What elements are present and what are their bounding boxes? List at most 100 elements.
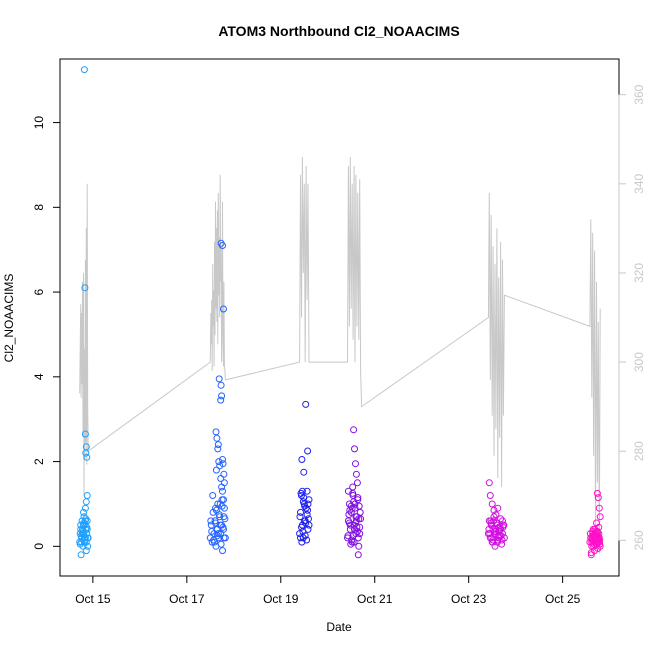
data-point bbox=[218, 502, 226, 510]
data-point bbox=[344, 487, 352, 495]
data-point bbox=[217, 396, 225, 404]
data-point bbox=[214, 530, 222, 538]
data-point bbox=[82, 515, 90, 523]
data-point bbox=[355, 515, 363, 523]
data-point bbox=[493, 538, 501, 546]
y-axis-left: 0 2 4 6 8 10 bbox=[32, 116, 61, 550]
data-point bbox=[83, 492, 91, 499]
data-point bbox=[80, 508, 87, 516]
x-tick-label: Oct 25 bbox=[545, 592, 581, 606]
data-point bbox=[76, 540, 84, 548]
data-point bbox=[495, 534, 503, 542]
data-point bbox=[211, 538, 218, 546]
data-point bbox=[214, 441, 222, 449]
y2-tick-label: 280 bbox=[632, 441, 646, 461]
data-point bbox=[298, 487, 306, 495]
data-point bbox=[80, 519, 88, 527]
data-point bbox=[345, 511, 353, 519]
data-point bbox=[595, 504, 603, 512]
data-point bbox=[81, 284, 89, 292]
y-tick-label: 0 bbox=[32, 543, 46, 550]
data-point bbox=[300, 468, 308, 476]
y-tick-label: 6 bbox=[32, 288, 46, 295]
y-axis-right: 260 280 300 320 340 360 bbox=[618, 84, 646, 550]
data-point bbox=[81, 430, 89, 438]
data-point bbox=[488, 500, 496, 508]
data-point bbox=[593, 489, 601, 497]
data-point bbox=[212, 466, 220, 474]
data-point bbox=[303, 511, 311, 519]
secondary-series-line bbox=[79, 157, 601, 554]
data-point bbox=[354, 551, 362, 559]
data-point bbox=[220, 504, 228, 512]
data-point bbox=[303, 536, 311, 544]
data-point bbox=[215, 375, 223, 383]
data-point bbox=[220, 305, 227, 313]
data-point bbox=[298, 523, 305, 531]
data-point bbox=[219, 487, 226, 495]
secondary-line-layer bbox=[79, 157, 601, 554]
data-point bbox=[209, 492, 217, 499]
data-point bbox=[351, 445, 358, 453]
data-point bbox=[83, 453, 91, 461]
data-point bbox=[593, 519, 600, 527]
data-point bbox=[493, 521, 501, 529]
data-point bbox=[219, 460, 227, 468]
data-point bbox=[219, 242, 226, 249]
data-point bbox=[302, 504, 310, 512]
data-point bbox=[220, 479, 228, 487]
data-point bbox=[220, 534, 228, 542]
data-point bbox=[304, 500, 312, 508]
data-point bbox=[497, 515, 505, 523]
data-point bbox=[349, 483, 357, 491]
data-point bbox=[216, 500, 224, 508]
data-point bbox=[217, 540, 225, 548]
data-point bbox=[219, 547, 226, 555]
y-axis-label: Cl2_NOAACIMS bbox=[2, 274, 16, 363]
data-point bbox=[344, 532, 352, 540]
data-point bbox=[302, 400, 310, 408]
data-point bbox=[352, 470, 360, 478]
data-point bbox=[305, 521, 313, 529]
data-point bbox=[350, 538, 358, 546]
data-point bbox=[587, 549, 595, 557]
data-point bbox=[215, 458, 223, 466]
y-tick-label: 2 bbox=[32, 458, 46, 465]
data-point bbox=[207, 517, 215, 525]
y-tick-label: 4 bbox=[32, 373, 46, 380]
data-point bbox=[353, 523, 361, 531]
x-axis-label: Date bbox=[326, 620, 352, 634]
data-point bbox=[356, 508, 364, 516]
data-point bbox=[492, 511, 500, 519]
series-4 bbox=[344, 426, 365, 559]
data-point bbox=[347, 502, 355, 510]
data-point bbox=[594, 545, 602, 552]
data-point bbox=[303, 487, 311, 495]
data-point bbox=[214, 445, 222, 453]
data-point bbox=[594, 494, 602, 502]
data-point bbox=[356, 530, 364, 538]
data-point bbox=[352, 460, 359, 468]
data-point bbox=[81, 504, 89, 512]
data-point bbox=[79, 528, 87, 535]
data-point bbox=[296, 513, 304, 521]
x-tick-label: Oct 17 bbox=[169, 592, 205, 606]
y2-tick-label: 340 bbox=[632, 173, 646, 193]
y2-tick-label: 300 bbox=[632, 352, 646, 372]
data-point bbox=[351, 500, 359, 508]
chart-title: ATOM3 Northbound Cl2_NOAACIMS bbox=[218, 23, 459, 39]
data-point bbox=[217, 381, 225, 389]
data-point bbox=[304, 447, 312, 455]
data-point bbox=[297, 508, 304, 516]
x-axis: Oct 15 Oct 17 Oct 19 Oct 21 Oct 23 Oct 25 bbox=[75, 575, 581, 606]
data-point bbox=[486, 492, 494, 499]
data-point bbox=[498, 540, 506, 548]
data-point bbox=[82, 498, 90, 506]
data-point bbox=[594, 536, 602, 544]
y-tick-label: 10 bbox=[32, 116, 46, 130]
data-point bbox=[220, 470, 228, 478]
series-3 bbox=[296, 400, 313, 546]
series-5 bbox=[484, 479, 508, 550]
data-point bbox=[212, 428, 220, 436]
